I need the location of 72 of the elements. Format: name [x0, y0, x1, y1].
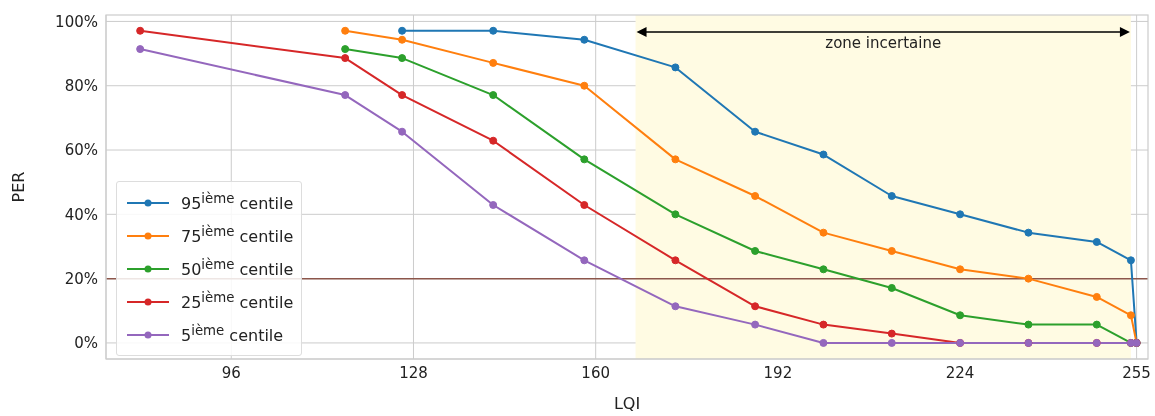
point [341, 45, 350, 54]
point [580, 201, 589, 209]
point [1126, 311, 1135, 320]
point [489, 91, 498, 100]
point [1126, 256, 1135, 265]
y-tick-label: 40% [64, 205, 98, 224]
point [580, 81, 589, 90]
point [341, 91, 350, 100]
point [398, 54, 407, 63]
legend-label: 50$^{ième}$ centile [181, 257, 294, 280]
point [580, 35, 589, 44]
y-tick-label: 60% [64, 141, 98, 160]
point [671, 63, 680, 72]
x-tick-label: 255 [1122, 363, 1151, 382]
y-tick-label: 80% [64, 77, 98, 96]
y-tick-label: 0% [74, 334, 98, 353]
x-tick-label: 192 [763, 363, 793, 382]
x-tick-label: 96 [221, 363, 241, 382]
legend-label: 75$^{ième}$ centile [181, 224, 294, 247]
point [887, 192, 896, 200]
point [887, 246, 896, 255]
point [136, 26, 145, 35]
x-tick-label: 160 [581, 363, 610, 382]
point [819, 320, 828, 329]
point [956, 311, 965, 320]
point [489, 26, 498, 35]
point [398, 127, 407, 136]
point [671, 256, 680, 265]
point [819, 150, 828, 159]
point [341, 54, 350, 63]
point [751, 246, 760, 255]
point [398, 91, 407, 100]
x-axis-title: LQI [613, 394, 641, 413]
legend-label: 25$^{ième}$ centile [181, 290, 294, 313]
point [751, 320, 760, 329]
point [1092, 320, 1101, 329]
point [671, 302, 680, 311]
point [1024, 228, 1033, 237]
point [136, 45, 145, 54]
point [887, 329, 896, 338]
point [489, 201, 498, 209]
point [671, 210, 680, 219]
x-tick-label: 224 [945, 363, 975, 382]
point [489, 58, 498, 67]
point [819, 338, 828, 347]
point [1092, 237, 1101, 246]
point [956, 265, 965, 274]
point [398, 35, 407, 44]
point [1024, 274, 1033, 283]
x-tick-label: 128 [399, 363, 428, 382]
point [671, 155, 680, 164]
point [751, 192, 760, 200]
point [489, 136, 498, 145]
point [1092, 292, 1101, 301]
point [819, 228, 828, 237]
point [819, 265, 828, 274]
y-tick-label: 20% [64, 269, 98, 288]
point [751, 302, 760, 311]
point [887, 338, 896, 347]
point [580, 256, 589, 265]
legend-label: 95$^{ième}$ centile [181, 191, 294, 214]
point [341, 26, 350, 35]
y-axis-title: PER [8, 171, 28, 203]
point [887, 283, 896, 292]
legend-label: 5$^{ième}$ centile [181, 323, 284, 346]
point [398, 26, 407, 35]
point [580, 155, 589, 164]
point [956, 210, 965, 219]
point [751, 127, 760, 136]
band-label: zone incertaine [825, 34, 942, 52]
y-tick-label: 100% [55, 12, 98, 31]
point [1024, 320, 1033, 329]
